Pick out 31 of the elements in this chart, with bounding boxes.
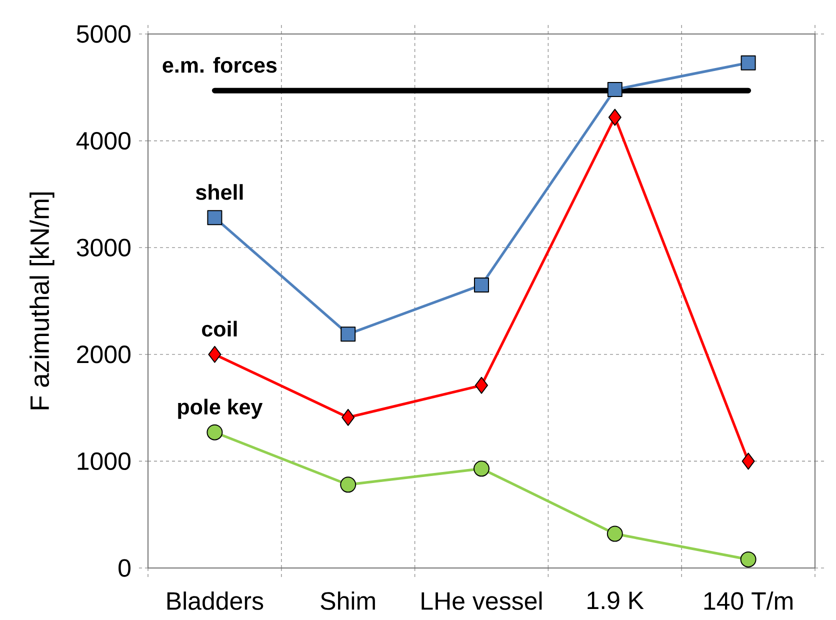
- x-tick-label: LHe vessel: [422, 592, 542, 610]
- point: [208, 346, 222, 363]
- y-axis-title: F azimuthal [kN/m]: [30, 192, 54, 410]
- point: [207, 210, 222, 226]
- series-label: e.m. forces: [162, 57, 277, 73]
- y-tick-label: 0: [118, 559, 130, 577]
- point: [606, 526, 623, 542]
- x-tick-label: Shim: [320, 592, 375, 610]
- y-tick-label: 1000: [78, 452, 130, 470]
- point: [740, 551, 756, 568]
- point: [474, 277, 489, 292]
- y-tick-label: 2000: [77, 346, 130, 364]
- point: [342, 408, 355, 426]
- y-tick-label: 4000: [76, 132, 130, 150]
- point: [474, 460, 490, 477]
- point: [607, 82, 622, 98]
- point: [340, 476, 356, 493]
- point: [475, 376, 488, 394]
- point: [742, 452, 755, 470]
- point: [740, 55, 756, 70]
- series-label: shell: [196, 184, 243, 200]
- point: [608, 108, 622, 126]
- x-tick-label: Bladders: [167, 592, 264, 610]
- x-tick-label: 140 T/m: [704, 592, 792, 610]
- point: [340, 326, 356, 342]
- series-label: coil: [202, 320, 237, 337]
- x-tick-label: 1.9 K: [588, 592, 644, 610]
- y-tick-label: 5000: [76, 25, 130, 43]
- y-tick-label: 3000: [76, 238, 130, 256]
- point: [206, 424, 223, 440]
- series-label: pole key: [178, 398, 263, 419]
